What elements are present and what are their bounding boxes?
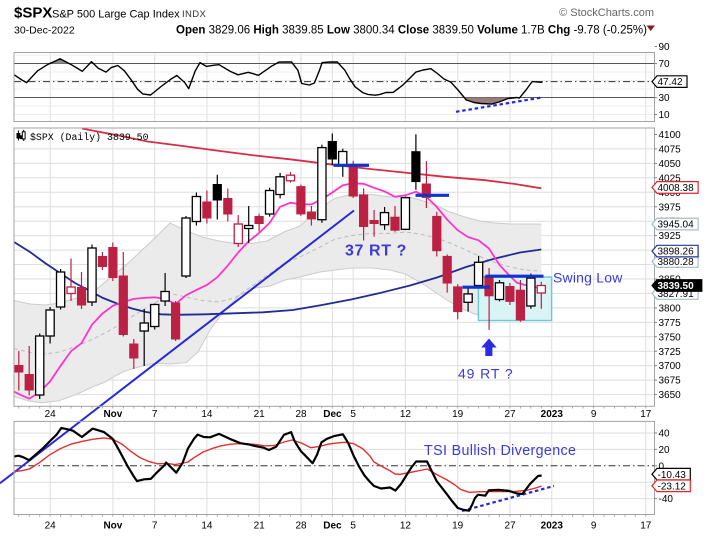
svg-text:28: 28: [295, 520, 307, 531]
svg-text:4008.38: 4008.38: [658, 183, 695, 194]
svg-text:3725: 3725: [659, 347, 682, 358]
svg-text:-23.12: -23.12: [658, 481, 687, 492]
svg-text:24: 24: [45, 520, 57, 531]
svg-text:Nov: Nov: [103, 520, 122, 531]
svg-text:TSI Bullish Divergence: TSI Bullish Divergence: [424, 443, 576, 459]
svg-text:2023: 2023: [541, 520, 564, 531]
svg-text:Nov: Nov: [103, 409, 122, 420]
svg-text:90: 90: [659, 42, 671, 53]
svg-text:3700: 3700: [659, 361, 682, 372]
svg-text:4050: 4050: [659, 159, 682, 170]
svg-text:37 RT ?: 37 RT ?: [345, 243, 407, 260]
svg-text:27: 27: [504, 409, 516, 420]
svg-text:-10.43: -10.43: [658, 470, 687, 481]
svg-text:19: 19: [452, 520, 464, 531]
svg-text:24: 24: [45, 409, 57, 420]
svg-text:21: 21: [254, 409, 266, 420]
svg-text:Open 3829.06 High 3839.85 Low: Open 3829.06 High 3839.85 Low 3800.34 Cl…: [176, 25, 647, 37]
svg-text:20: 20: [659, 445, 671, 456]
svg-text:3675: 3675: [659, 376, 682, 387]
svg-text:Dec: Dec: [323, 520, 342, 531]
svg-text:7: 7: [152, 520, 158, 531]
svg-text:Swing Low: Swing Low: [553, 270, 623, 286]
svg-text:17: 17: [640, 409, 652, 420]
svg-text:5: 5: [350, 520, 356, 531]
svg-text:3650: 3650: [659, 390, 682, 401]
svg-text:3750: 3750: [659, 332, 682, 343]
svg-text:4075: 4075: [659, 144, 682, 155]
svg-text:12: 12: [400, 409, 412, 420]
svg-text:S&P 500 Large Cap Index: S&P 500 Large Cap Index: [52, 9, 180, 21]
svg-text:$SPX: $SPX: [14, 5, 52, 22]
svg-text:4025: 4025: [659, 173, 682, 184]
svg-text:3800: 3800: [659, 303, 682, 314]
svg-text:49 RT ?: 49 RT ?: [458, 366, 514, 382]
svg-text:70: 70: [659, 59, 671, 70]
svg-text:3898.26: 3898.26: [658, 247, 695, 258]
svg-text:12: 12: [400, 520, 412, 531]
svg-text:INDX: INDX: [182, 9, 207, 20]
svg-text:3775: 3775: [659, 318, 682, 329]
svg-text:3925: 3925: [659, 231, 682, 242]
svg-text:14: 14: [201, 409, 213, 420]
svg-text:28: 28: [295, 409, 307, 420]
svg-text:4100: 4100: [659, 130, 682, 141]
svg-text:21: 21: [254, 520, 266, 531]
svg-text:30-Dec-2022: 30-Dec-2022: [14, 25, 75, 37]
svg-text:30: 30: [659, 93, 671, 104]
svg-text:17: 17: [640, 520, 652, 531]
svg-text:47.42: 47.42: [658, 77, 683, 88]
svg-text:7: 7: [152, 409, 158, 420]
svg-text:3975: 3975: [659, 202, 682, 213]
svg-text:19: 19: [452, 409, 464, 420]
svg-text:Dec: Dec: [323, 409, 342, 420]
svg-text:27: 27: [504, 520, 516, 531]
svg-text:40: 40: [659, 429, 671, 440]
svg-text:3827.91: 3827.91: [658, 289, 695, 300]
svg-text:0: 0: [659, 461, 665, 472]
svg-text:14: 14: [201, 520, 213, 531]
svg-text:3839.50: 3839.50: [658, 281, 695, 292]
svg-text:-40: -40: [659, 494, 674, 505]
svg-text:© StockCharts.com: © StockCharts.com: [559, 7, 654, 19]
svg-text:9: 9: [591, 409, 597, 420]
svg-text:2023: 2023: [541, 409, 564, 420]
svg-text:$SPX (Daily) 3839.50: $SPX (Daily) 3839.50: [30, 132, 149, 143]
svg-text:3945.04: 3945.04: [658, 220, 695, 231]
svg-text:3880.28: 3880.28: [658, 257, 695, 268]
svg-text:10: 10: [659, 110, 671, 121]
svg-text:9: 9: [591, 520, 597, 531]
svg-text:5: 5: [350, 409, 356, 420]
